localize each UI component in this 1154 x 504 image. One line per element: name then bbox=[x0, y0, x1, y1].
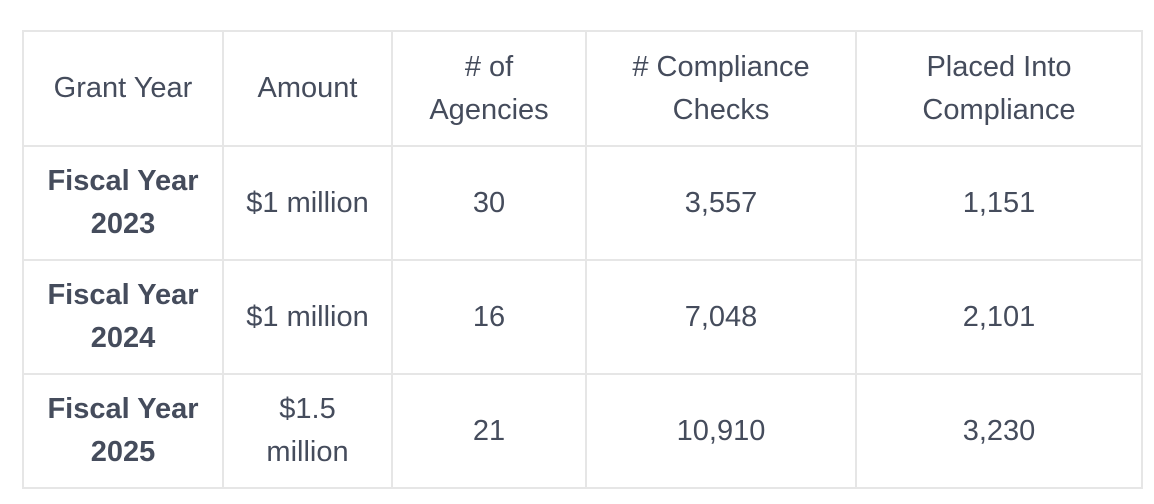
grant-year-cell: Fiscal Year 2023 bbox=[22, 145, 224, 261]
header-amount: Amount bbox=[222, 30, 393, 147]
table-row: Fiscal Year 2024 $1 million 16 7,048 2,1… bbox=[22, 259, 1143, 375]
grant-year-cell: Fiscal Year 2025 bbox=[22, 373, 224, 489]
table-row: Fiscal Year 2025 $1.5 million 21 10,910 … bbox=[22, 373, 1143, 489]
table-row: Fiscal Year 2023 $1 million 30 3,557 1,1… bbox=[22, 145, 1143, 261]
grant-table: Grant Year Amount # of Agencies # Compli… bbox=[22, 30, 1143, 489]
header-placed-into-compliance: Placed Into Compliance bbox=[855, 30, 1143, 147]
grant-table-container: Grant Year Amount # of Agencies # Compli… bbox=[22, 30, 1143, 489]
placed-into-compliance-cell: 2,101 bbox=[855, 259, 1143, 375]
amount-cell: $1 million bbox=[222, 259, 393, 375]
amount-cell: $1 million bbox=[222, 145, 393, 261]
compliance-checks-cell: 7,048 bbox=[585, 259, 857, 375]
grant-year-cell: Fiscal Year 2024 bbox=[22, 259, 224, 375]
agencies-cell: 21 bbox=[391, 373, 587, 489]
table-header-row: Grant Year Amount # of Agencies # Compli… bbox=[22, 30, 1143, 147]
agencies-cell: 16 bbox=[391, 259, 587, 375]
header-num-agencies: # of Agencies bbox=[391, 30, 587, 147]
amount-cell: $1.5 million bbox=[222, 373, 393, 489]
header-grant-year: Grant Year bbox=[22, 30, 224, 147]
agencies-cell: 30 bbox=[391, 145, 587, 261]
header-num-compliance-checks: # Compliance Checks bbox=[585, 30, 857, 147]
compliance-checks-cell: 10,910 bbox=[585, 373, 857, 489]
placed-into-compliance-cell: 1,151 bbox=[855, 145, 1143, 261]
placed-into-compliance-cell: 3,230 bbox=[855, 373, 1143, 489]
compliance-checks-cell: 3,557 bbox=[585, 145, 857, 261]
